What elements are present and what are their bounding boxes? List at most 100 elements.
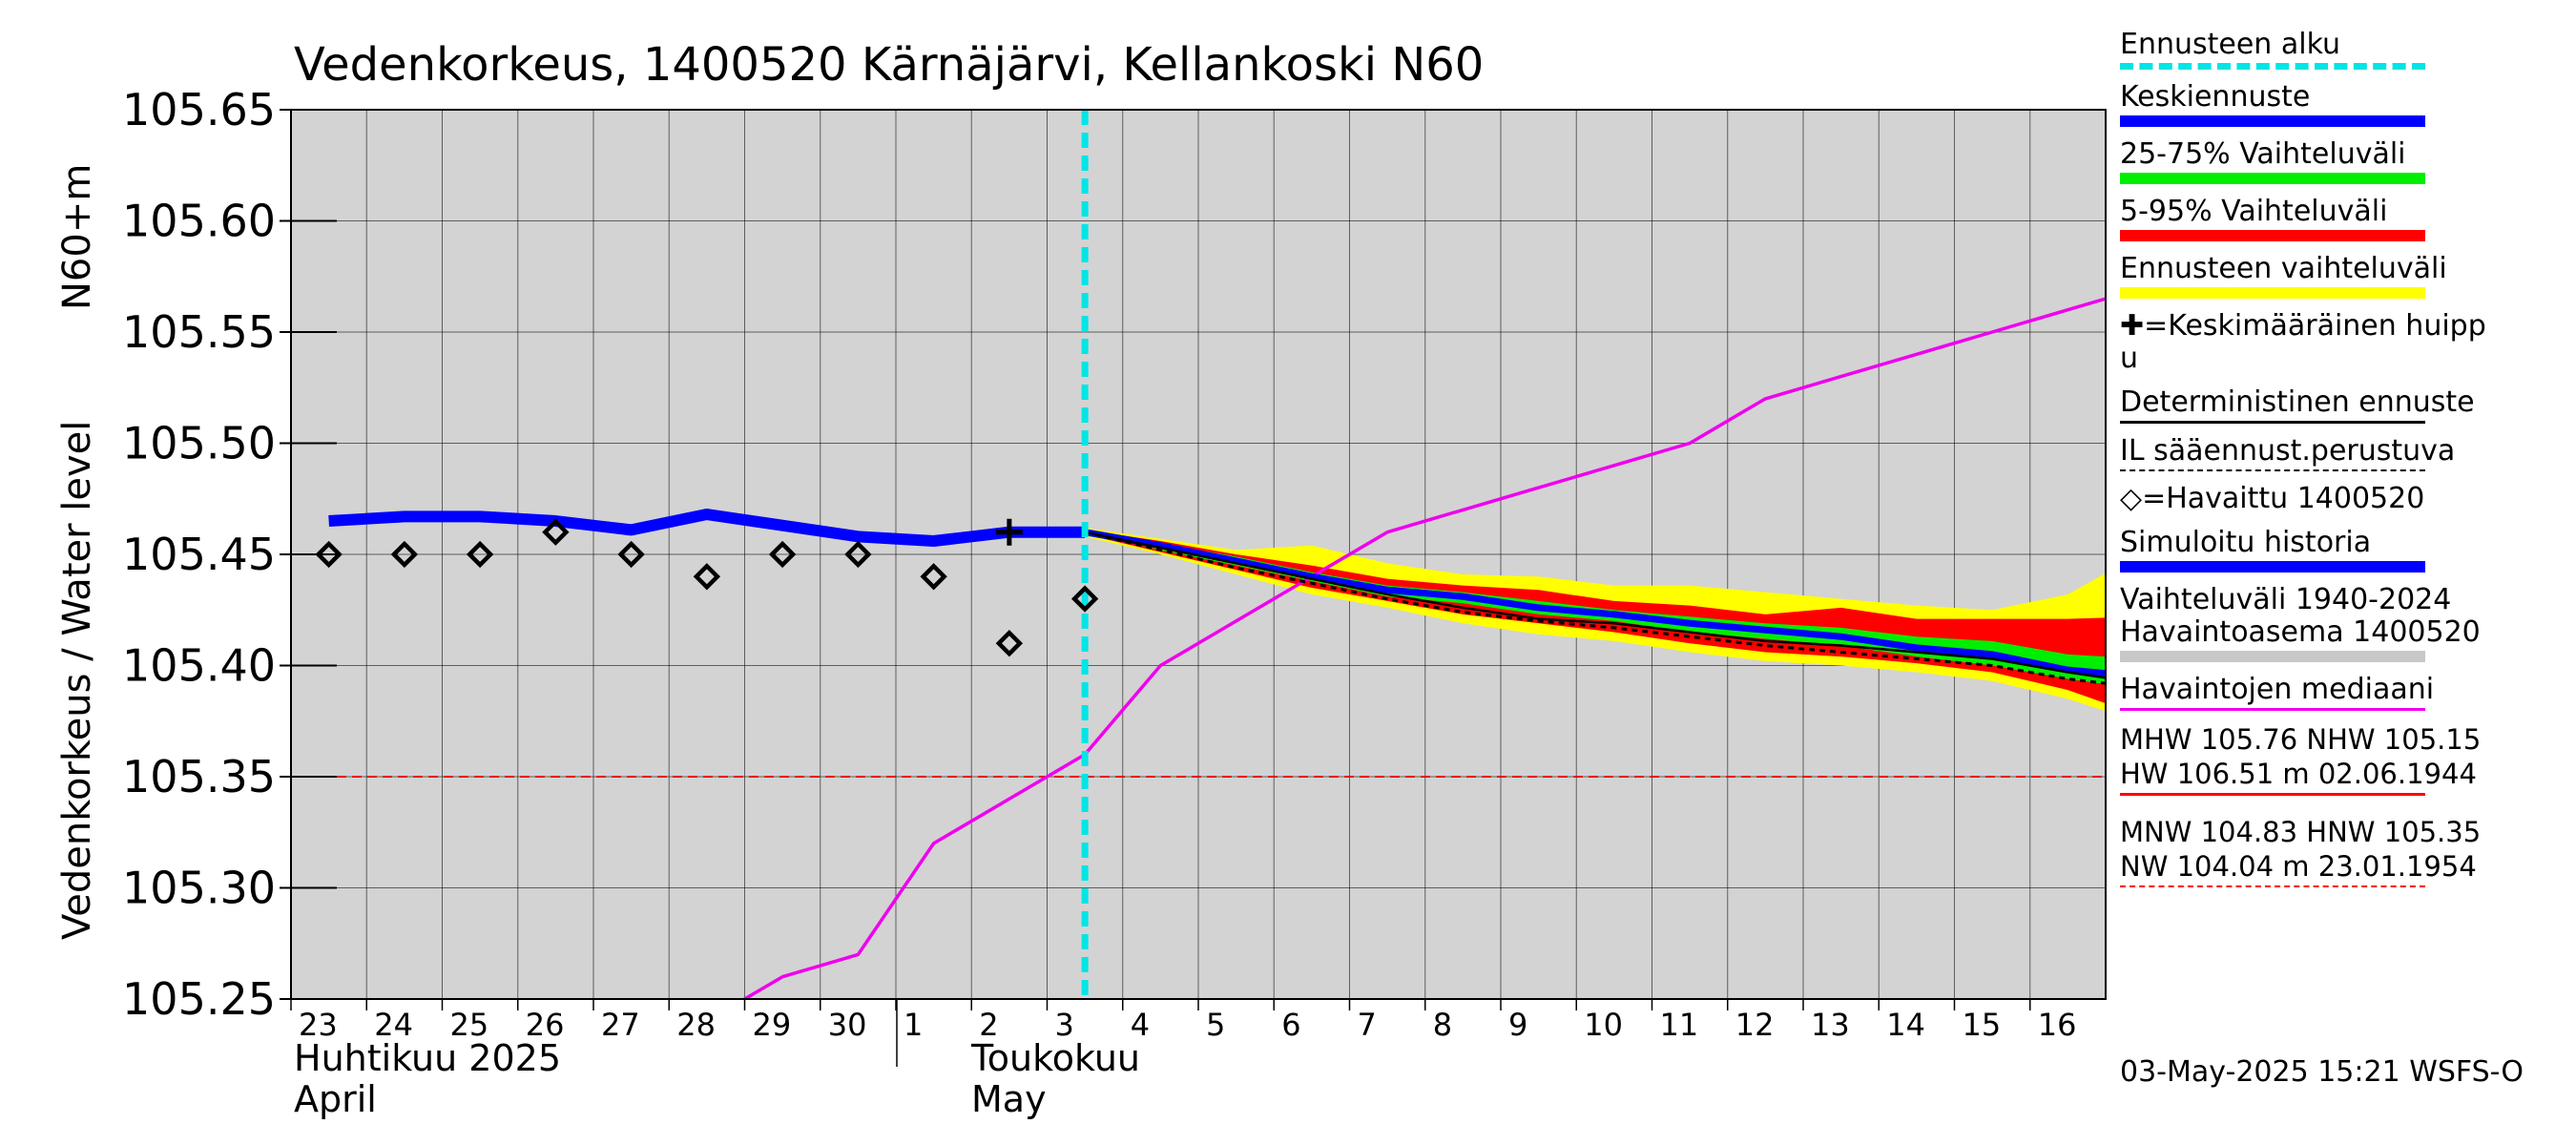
legend-label: ✚=Keskimääräinen huipp	[2120, 309, 2486, 343]
observation-point	[920, 563, 947, 591]
x-tick-label: 9	[1508, 1007, 1527, 1043]
y-axis-label-right: N60+m	[55, 163, 99, 310]
x-tick-label: 26	[526, 1007, 565, 1043]
y-tick-label: 105.35	[122, 751, 276, 802]
month-label-april-fi: Huhtikuu 2025	[294, 1037, 561, 1079]
x-tick-label: 10	[1584, 1007, 1623, 1043]
series-Deterministinen ennuste	[1084, 531, 2106, 679]
legend-item: ◇=Havaittu 1400520	[2120, 483, 2568, 515]
x-tick-label: 13	[1811, 1007, 1850, 1043]
month-label-may-fi: Toukokuu	[970, 1037, 1140, 1079]
observation-point	[1070, 585, 1099, 613]
legend-label: ◇=Havaittu 1400520	[2120, 482, 2425, 515]
x-tick-label: 4	[1131, 1007, 1150, 1043]
x-tick-label: 24	[374, 1007, 413, 1043]
stats-low-swatch	[2120, 885, 2425, 887]
legend-label: Havaintojen mediaani	[2120, 673, 2435, 706]
y-axis-ticks: 105.25 105.30 105.35 105.40 105.45 105.50 105.…	[122, 84, 337, 1025]
legend-label: 5-95% Vaihteluväli	[2120, 195, 2388, 228]
y-tick-label: 105.40	[122, 640, 276, 692]
x-tick-label: 2	[979, 1007, 998, 1043]
x-tick-label: 23	[299, 1007, 338, 1043]
series-Simuloitu historia	[328, 509, 1086, 548]
month-label-april-en: April	[294, 1078, 377, 1120]
x-tick-label: 15	[1963, 1007, 2002, 1043]
y-tick-label: 105.50	[122, 418, 276, 469]
stats-high-swatch	[2120, 793, 2425, 796]
observation-point	[466, 540, 494, 569]
y-tick-label: 105.60	[122, 196, 276, 247]
legend-item: 25-75% Vaihteluväli	[2120, 138, 2568, 184]
x-tick-label: 27	[601, 1007, 640, 1043]
observation-point	[693, 563, 721, 591]
x-tick-label: 29	[753, 1007, 792, 1043]
legend-item: IL sääennust.perustuva	[2120, 435, 2568, 471]
month-label-may-en: May	[971, 1078, 1047, 1120]
legend-stats-low: MNW 104.83 HNW 105.35 NW 104.04 m 23.01.…	[2120, 815, 2568, 887]
legend-label: Simuloitu historia	[2120, 526, 2372, 559]
legend-item: Simuloitu historia	[2120, 527, 2568, 572]
series-lines	[291, 297, 2106, 999]
observation-point	[617, 540, 645, 569]
stats-high-line2: HW 106.51 m 02.06.1944	[2120, 758, 2477, 790]
x-tick-label: 14	[1886, 1007, 1925, 1043]
y-tick-label: 105.30	[122, 863, 276, 914]
legend-item: Ennusteen alku	[2120, 29, 2568, 70]
observation-point	[844, 540, 872, 569]
x-tick-label: 11	[1660, 1007, 1699, 1043]
observation-point	[390, 540, 419, 569]
observation-point	[542, 518, 570, 546]
legend-swatch	[2120, 708, 2425, 711]
legend-label: Vaihteluväli 1940-2024	[2120, 583, 2452, 616]
legend-item: Ennusteen vaihteluväli	[2120, 253, 2568, 299]
observation-point	[995, 630, 1024, 657]
observation-point	[768, 540, 797, 569]
footer-timestamp: 03-May-2025 15:21 WSFS-O	[2120, 1055, 2524, 1089]
legend: Ennusteen alku Keskiennuste 25-75% Vaihtel…	[2120, 29, 2568, 887]
y-tick-label: 105.25	[122, 973, 276, 1025]
y-tick-label: 105.45	[122, 529, 276, 580]
legend-item: Havaintojen mediaani	[2120, 674, 2568, 711]
stats-high-line1: MHW 105.76 NHW 105.15	[2120, 723, 2482, 756]
y-tick-label: 105.65	[122, 84, 276, 135]
x-tick-label: 16	[2038, 1007, 2077, 1043]
legend-label: Havaintoasema 1400520	[2120, 615, 2481, 649]
legend-item: 5-95% Vaihteluväli	[2120, 196, 2568, 241]
legend-swatch	[2120, 115, 2425, 127]
legend-swatch	[2120, 173, 2425, 184]
legend-item: Deterministinen ennuste	[2120, 386, 2568, 424]
grid-lines	[291, 110, 2106, 999]
legend-label: Keskiennuste	[2120, 80, 2311, 114]
x-tick-label: 1	[904, 1007, 923, 1043]
legend-label: Deterministinen ennuste	[2120, 385, 2475, 419]
legend-label: IL sääennust.perustuva	[2120, 434, 2456, 468]
x-tick-label: 6	[1281, 1007, 1300, 1043]
legend-swatch	[2120, 421, 2425, 424]
legend-swatch	[2120, 230, 2425, 241]
observation-markers	[315, 110, 1099, 999]
series-IL sääennust.perustuva	[1084, 531, 2106, 685]
series-Havaintojen mediaani	[741, 297, 2106, 999]
legend-item: Keskiennuste	[2120, 81, 2568, 127]
legend-swatch	[2120, 287, 2425, 299]
x-tick-label: 12	[1735, 1007, 1775, 1043]
legend-label: Ennusteen vaihteluväli	[2120, 252, 2447, 285]
legend-item: Vaihteluväli 1940-2024 Havaintoasema 140…	[2120, 584, 2568, 662]
legend-item: ✚=Keskimääräinen huipp u	[2120, 310, 2568, 375]
x-tick-label: 28	[676, 1007, 716, 1043]
x-tick-label: 5	[1206, 1007, 1225, 1043]
legend-swatch	[2120, 469, 2425, 471]
x-tick-label: 8	[1433, 1007, 1452, 1043]
chart-title: Vedenkorkeus, 1400520 Kärnäjärvi, Kellan…	[294, 38, 1484, 92]
y-axis-label-left: Vedenkorkeus / Water level	[55, 420, 99, 940]
y-tick-label: 105.55	[122, 306, 276, 358]
legend-label: 25-75% Vaihteluväli	[2120, 137, 2406, 171]
x-tick-label: 25	[450, 1007, 489, 1043]
x-axis-ticks: 23 24 25 26 27 28 29 30 1 2 3 4 5 6 7 8 9 10 11 12 13 14 15 16	[290, 999, 2077, 1043]
legend-label: u	[2120, 342, 2139, 375]
legend-swatch	[2120, 63, 2425, 70]
series-Keskiennuste	[1084, 529, 2106, 677]
observation-point	[315, 540, 343, 569]
x-tick-label: 3	[1055, 1007, 1074, 1043]
